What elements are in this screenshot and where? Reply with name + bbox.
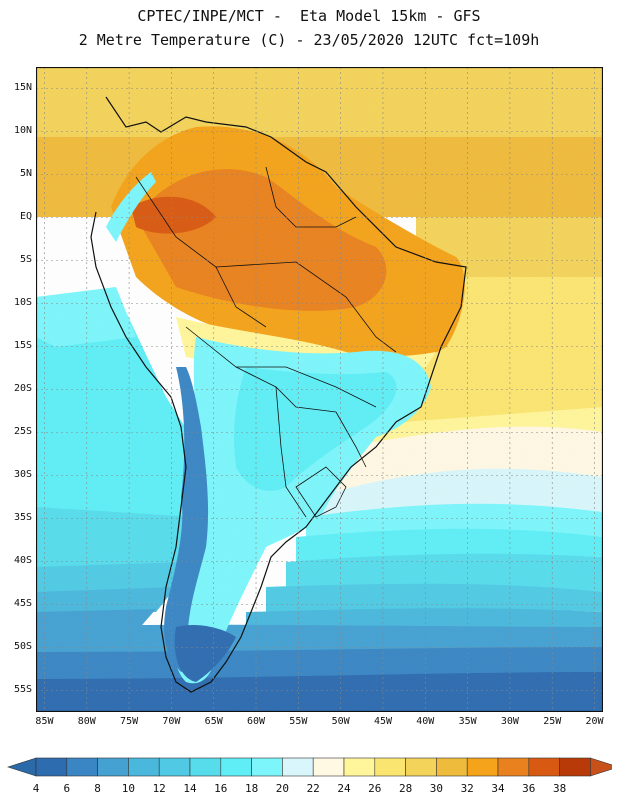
colorbar-swatch (189, 757, 222, 777)
colorbar-swatch (128, 757, 160, 777)
lat-label: 30S (13, 468, 32, 480)
lon-label: 75W (120, 716, 139, 727)
lon-label: 85W (35, 716, 54, 727)
colorbar-label: 16 (214, 782, 228, 795)
colorbar-swatch (466, 757, 499, 777)
colorbar-label: 32 (460, 782, 474, 795)
colorbar-swatch (405, 757, 437, 777)
colorbar-label: 22 (306, 782, 320, 795)
lon-label: 65W (204, 716, 223, 727)
colorbar (7, 757, 612, 777)
colorbar-swatch (66, 757, 98, 777)
lat-label: 5N (19, 167, 32, 179)
colorbar-label: 18 (244, 782, 259, 795)
title-line-1: CPTEC/INPE/MCT - Eta Model 15km - GFS (137, 7, 481, 25)
lat-label: EQ (19, 210, 32, 222)
colorbar-label: 34 (491, 782, 505, 795)
colorbar-label: 24 (337, 782, 351, 795)
lat-label: 40S (13, 554, 32, 566)
lon-label: 40W (416, 716, 435, 727)
colorbar-label: 10 (121, 782, 136, 795)
colorbar-swatch (312, 757, 345, 777)
colorbar-swatch (282, 757, 314, 777)
colorbar-swatch (436, 757, 468, 777)
colorbar-swatch (343, 757, 376, 777)
colorbar-swatch (158, 757, 191, 777)
texture-overlay (36, 67, 603, 712)
colorbar-under-arrow (7, 757, 37, 777)
colorbar-label: 14 (183, 782, 197, 795)
colorbar-label: 36 (522, 782, 536, 795)
lon-label: 50W (331, 716, 350, 727)
lat-label: 10S (13, 296, 32, 308)
lat-label: 35S (13, 511, 32, 523)
colorbar-label: 20 (275, 782, 290, 795)
lon-label: 55W (289, 716, 308, 727)
lon-label: 60W (246, 716, 266, 727)
country-borders (135, 166, 397, 518)
lat-label: 10N (13, 124, 32, 136)
colorbar-label: 12 (152, 782, 166, 795)
lon-label: 70W (162, 716, 181, 727)
lat-label: 45S (13, 597, 32, 609)
title-line-2: 2 Metre Temperature (C) - 23/05/2020 12U… (78, 31, 540, 49)
colorbar-swatch (97, 757, 129, 777)
coastline (90, 96, 467, 693)
colorbar-swatch (497, 757, 530, 777)
lon-label: 30W (500, 716, 519, 727)
colorbar-label: 30 (429, 782, 444, 795)
colorbar-label: 26 (368, 782, 382, 795)
title-block: CPTEC/INPE/MCT - Eta Model 15km - GFS 2 … (0, 4, 618, 52)
colorbar-swatch (220, 757, 252, 777)
colorbar-label: 28 (398, 782, 413, 795)
colorbar-swatch (528, 757, 560, 777)
lat-label: 5S (19, 253, 32, 265)
lat-label: 25S (13, 425, 32, 437)
lon-label: 80W (77, 716, 96, 727)
colorbar-swatch (35, 757, 68, 777)
lat-label: 20S (13, 382, 32, 394)
colorbar-label: 38 (552, 782, 567, 795)
lon-label: 35W (458, 716, 477, 727)
lat-label: 50S (13, 640, 32, 652)
lon-label: 45W (373, 716, 392, 727)
colorbar-swatch (251, 757, 283, 777)
colorbar-label: 8 (94, 782, 101, 795)
colorbar-over-arrow (590, 757, 612, 777)
lat-label: 55S (13, 683, 32, 695)
colorbar-label: 4 (32, 782, 40, 795)
lat-label: 15N (13, 81, 32, 93)
colorbar-swatch (374, 757, 406, 777)
colorbar-label: 6 (63, 782, 71, 795)
lon-label: 25W (543, 716, 562, 727)
map-frame (36, 67, 603, 712)
colorbar-swatch (559, 757, 591, 777)
lat-label: 15S (13, 339, 32, 351)
temperature-map (36, 67, 603, 712)
lon-label: 20W (585, 716, 604, 727)
